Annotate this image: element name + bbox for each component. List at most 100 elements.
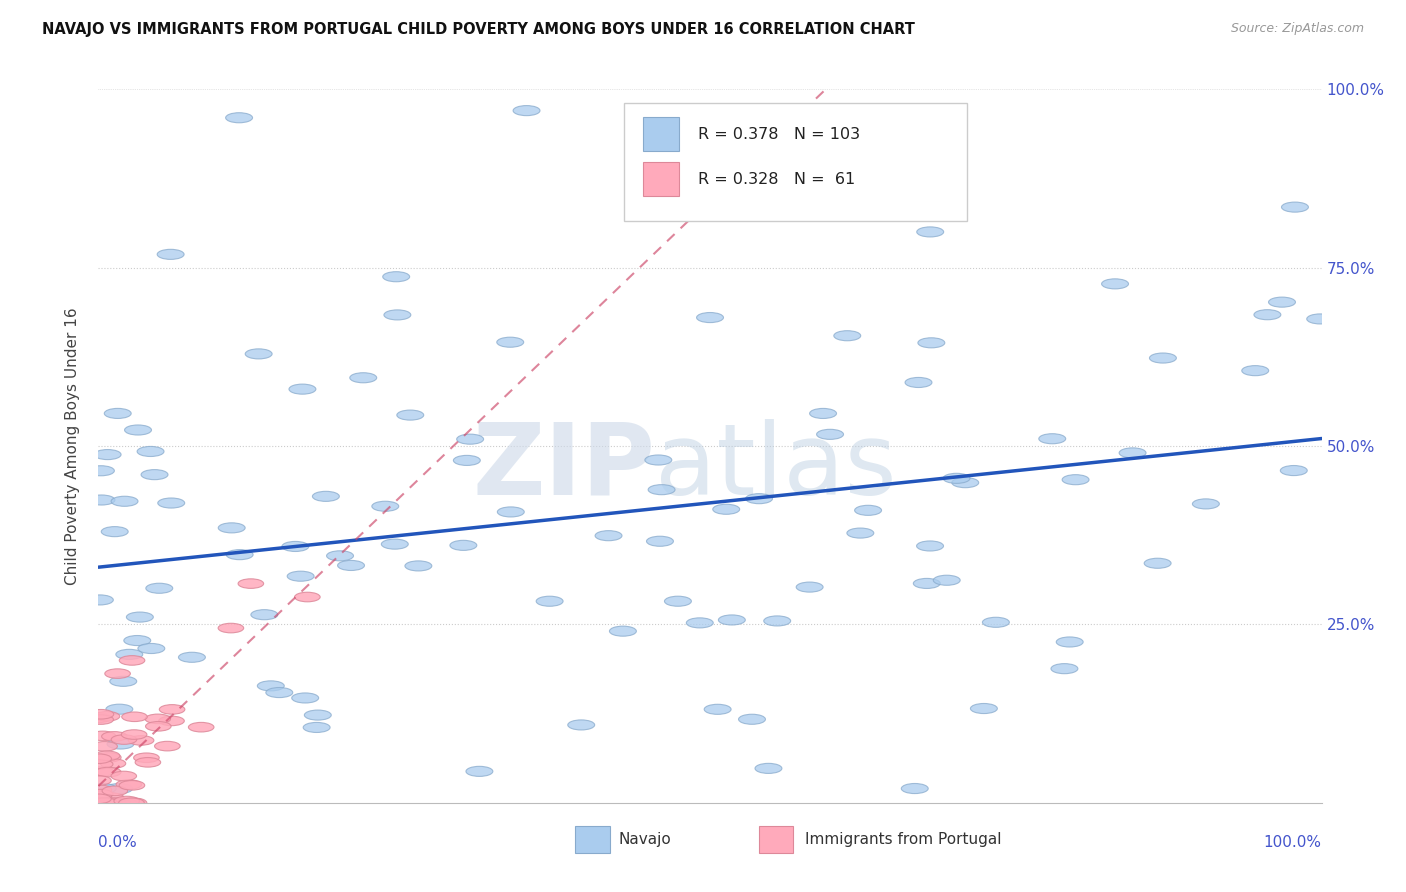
Ellipse shape (382, 272, 409, 282)
Ellipse shape (97, 798, 122, 807)
Ellipse shape (218, 523, 245, 533)
Ellipse shape (93, 798, 120, 807)
Ellipse shape (645, 455, 672, 465)
Ellipse shape (94, 712, 120, 721)
Ellipse shape (381, 539, 408, 549)
Ellipse shape (155, 741, 180, 751)
Ellipse shape (91, 798, 118, 807)
Ellipse shape (1039, 434, 1066, 444)
Text: Immigrants from Portugal: Immigrants from Portugal (806, 831, 1002, 847)
Ellipse shape (855, 505, 882, 516)
Ellipse shape (94, 798, 120, 807)
Ellipse shape (128, 736, 153, 745)
Ellipse shape (122, 712, 148, 722)
Ellipse shape (111, 496, 138, 507)
Ellipse shape (465, 766, 494, 776)
Ellipse shape (713, 504, 740, 515)
Ellipse shape (905, 377, 932, 387)
Ellipse shape (87, 759, 112, 769)
Ellipse shape (146, 722, 172, 731)
Ellipse shape (138, 643, 165, 654)
Ellipse shape (257, 681, 284, 691)
Ellipse shape (745, 493, 772, 504)
Ellipse shape (718, 615, 745, 625)
Ellipse shape (91, 798, 117, 807)
Ellipse shape (157, 250, 184, 260)
Ellipse shape (90, 783, 117, 794)
Ellipse shape (188, 723, 214, 732)
Ellipse shape (755, 764, 782, 773)
Ellipse shape (970, 704, 997, 714)
Ellipse shape (86, 794, 111, 804)
Ellipse shape (101, 731, 127, 741)
Ellipse shape (89, 709, 114, 719)
Ellipse shape (371, 501, 399, 511)
Ellipse shape (89, 714, 114, 724)
Ellipse shape (763, 615, 790, 626)
Bar (643, 117, 679, 152)
Ellipse shape (917, 541, 943, 551)
Ellipse shape (103, 786, 128, 796)
Ellipse shape (90, 731, 115, 740)
Ellipse shape (1119, 448, 1146, 458)
Ellipse shape (135, 757, 160, 767)
Ellipse shape (396, 410, 423, 420)
Text: R = 0.378   N = 103: R = 0.378 N = 103 (697, 127, 860, 142)
Ellipse shape (665, 596, 692, 607)
Ellipse shape (1056, 637, 1083, 647)
Ellipse shape (141, 469, 167, 480)
Ellipse shape (295, 592, 321, 602)
Bar (759, 826, 793, 853)
Ellipse shape (952, 477, 979, 488)
Ellipse shape (121, 730, 146, 739)
Ellipse shape (86, 798, 111, 807)
Ellipse shape (914, 578, 941, 589)
Ellipse shape (87, 466, 114, 475)
Ellipse shape (917, 227, 943, 237)
Ellipse shape (157, 498, 184, 508)
Ellipse shape (405, 561, 432, 571)
Ellipse shape (115, 649, 143, 659)
Ellipse shape (238, 579, 264, 589)
Ellipse shape (134, 753, 159, 763)
Ellipse shape (117, 780, 142, 789)
Ellipse shape (496, 337, 523, 347)
Ellipse shape (101, 526, 128, 537)
Ellipse shape (89, 767, 114, 776)
Ellipse shape (86, 595, 114, 605)
Ellipse shape (281, 541, 309, 551)
Ellipse shape (384, 310, 411, 320)
Ellipse shape (127, 612, 153, 622)
Ellipse shape (738, 714, 765, 724)
Ellipse shape (595, 531, 621, 541)
Ellipse shape (1306, 314, 1334, 324)
Ellipse shape (901, 783, 928, 794)
Text: Navajo: Navajo (619, 831, 671, 847)
Ellipse shape (450, 541, 477, 550)
Ellipse shape (817, 429, 844, 440)
Ellipse shape (225, 112, 253, 123)
Ellipse shape (114, 797, 139, 805)
Ellipse shape (104, 798, 131, 807)
Ellipse shape (312, 491, 339, 501)
Ellipse shape (1062, 475, 1090, 484)
Ellipse shape (983, 617, 1010, 627)
Ellipse shape (124, 635, 150, 646)
Ellipse shape (94, 751, 120, 761)
Text: Source: ZipAtlas.com: Source: ZipAtlas.com (1230, 22, 1364, 36)
Ellipse shape (218, 624, 243, 632)
Ellipse shape (105, 704, 132, 714)
Text: 100.0%: 100.0% (1264, 835, 1322, 850)
Text: NAVAJO VS IMMIGRANTS FROM PORTUGAL CHILD POVERTY AMONG BOYS UNDER 16 CORRELATION: NAVAJO VS IMMIGRANTS FROM PORTUGAL CHILD… (42, 22, 915, 37)
Ellipse shape (337, 560, 364, 571)
Ellipse shape (304, 723, 330, 732)
Ellipse shape (943, 474, 970, 483)
Bar (575, 826, 610, 853)
Ellipse shape (86, 785, 111, 795)
Ellipse shape (1254, 310, 1281, 319)
Ellipse shape (111, 798, 136, 807)
Ellipse shape (179, 652, 205, 663)
Ellipse shape (1050, 664, 1078, 673)
Ellipse shape (104, 409, 131, 418)
Ellipse shape (1150, 353, 1177, 363)
